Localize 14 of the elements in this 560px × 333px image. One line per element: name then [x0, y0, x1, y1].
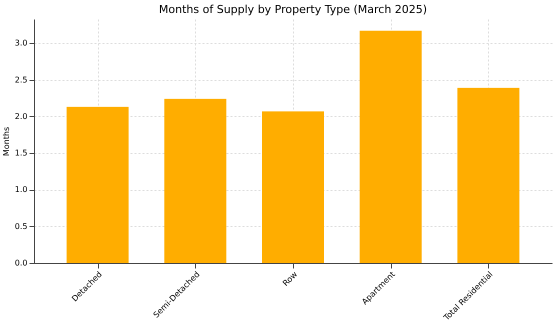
y-axis-title: Months	[2, 126, 11, 156]
bar	[457, 88, 520, 263]
y-tick-label: 1.5	[14, 148, 28, 158]
y-tick-label: 2.0	[14, 112, 28, 121]
bar	[262, 111, 324, 263]
y-tick-label: 3.0	[14, 38, 28, 48]
bar	[66, 106, 129, 263]
y-tick-label: 0.5	[14, 222, 28, 231]
bar	[360, 30, 422, 263]
chart-title: Months of Supply by Property Type (March 2025)	[158, 3, 428, 16]
y-tick-label: 1.0	[14, 185, 28, 194]
bar	[164, 98, 226, 263]
y-tick-label: 0.0	[14, 258, 28, 268]
y-tick-label: 2.5	[14, 75, 28, 84]
